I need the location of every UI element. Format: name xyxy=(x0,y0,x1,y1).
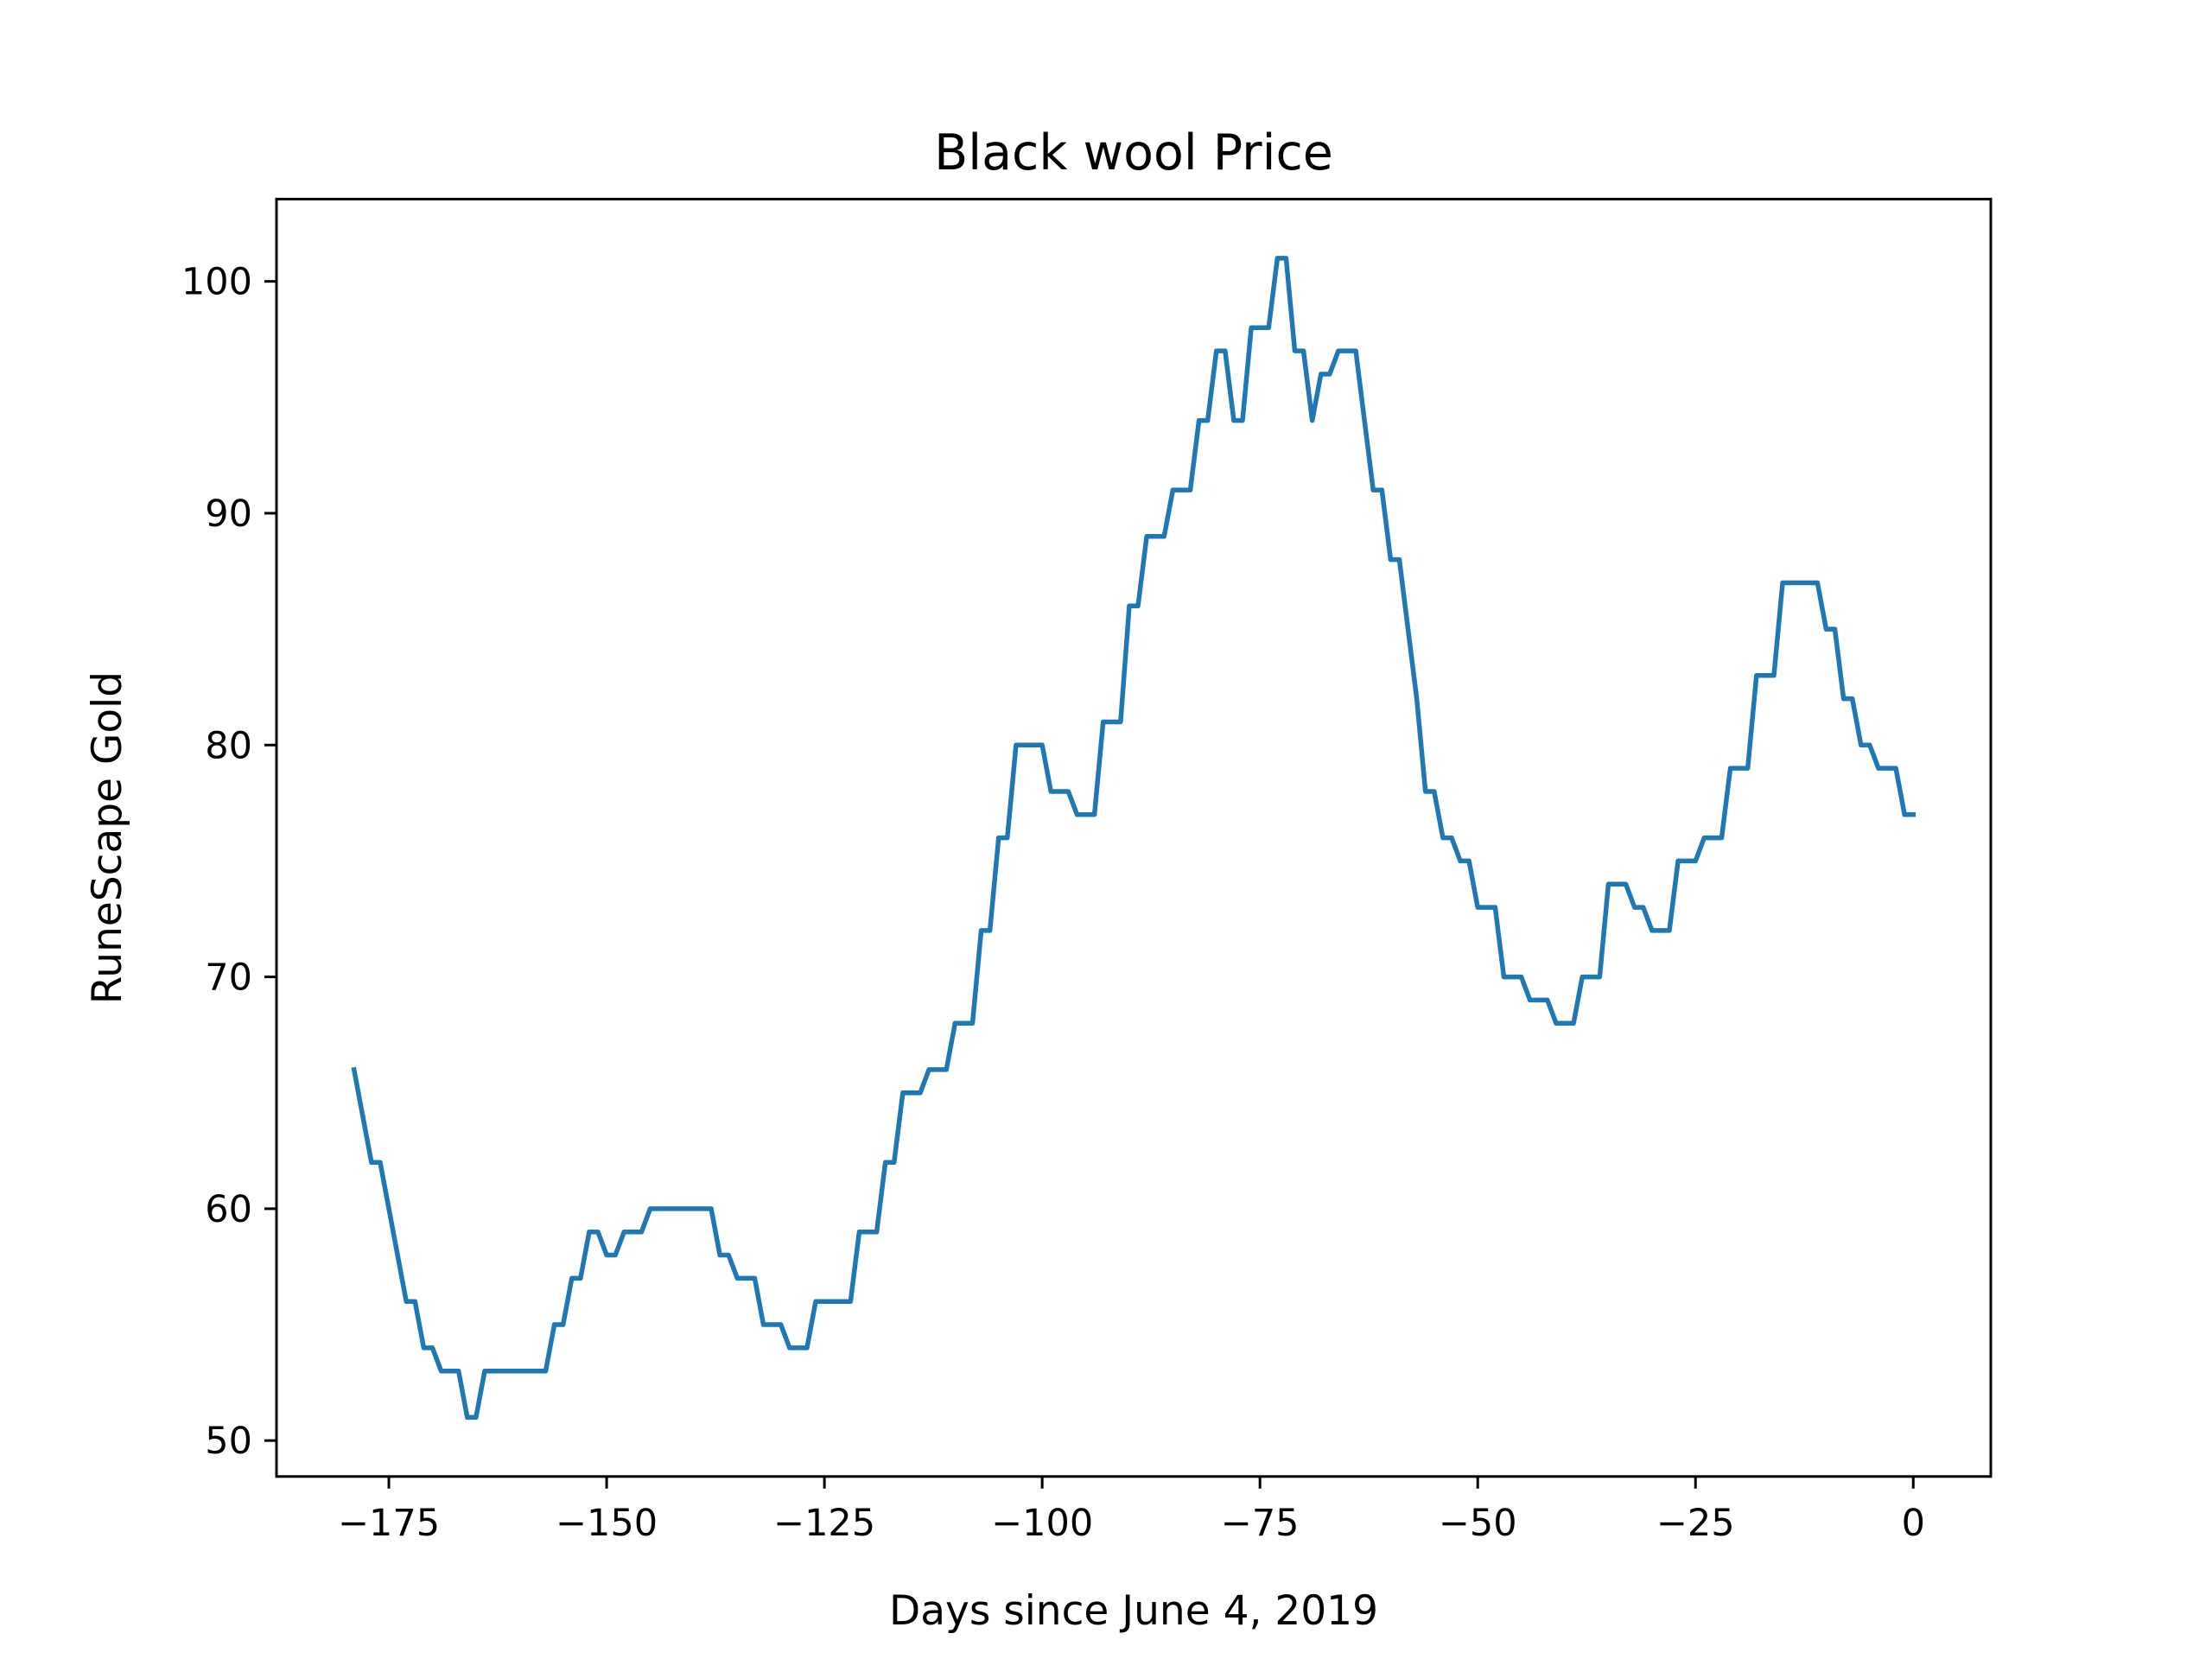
x-axis-label: Days since June 4, 2019 xyxy=(889,1587,1378,1635)
y-tick-label: 70 xyxy=(205,957,252,1000)
series-line xyxy=(351,256,1916,1421)
x-tick-label: 0 xyxy=(1902,1502,1925,1545)
y-tick-label: 100 xyxy=(181,261,252,304)
chart-title: Black wool Price xyxy=(934,124,1333,181)
y-tick-label: 60 xyxy=(205,1188,252,1231)
series-layer xyxy=(351,256,1916,1421)
x-tick-label: −75 xyxy=(1221,1502,1300,1545)
plot-area-frame xyxy=(275,197,1993,1478)
y-tick-label: 80 xyxy=(205,724,252,767)
x-tick-label: −175 xyxy=(338,1502,440,1545)
x-axis: −175 −150 −125 −100 −75 −50 −25 0 xyxy=(338,1476,1925,1545)
x-tick-label: −100 xyxy=(991,1502,1093,1545)
x-tick-label: −25 xyxy=(1656,1502,1735,1545)
y-tick-label: 90 xyxy=(205,493,252,536)
x-tick-label: −125 xyxy=(773,1502,875,1545)
x-tick-label: −50 xyxy=(1439,1502,1517,1545)
y-axis-label: RuneScape Gold xyxy=(84,671,131,1004)
x-tick-label: −150 xyxy=(556,1502,658,1545)
y-axis: 50 60 70 80 90 100 xyxy=(181,261,276,1463)
y-tick-label: 50 xyxy=(205,1420,252,1463)
